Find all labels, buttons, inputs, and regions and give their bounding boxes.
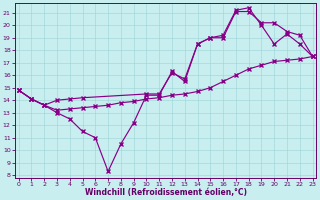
X-axis label: Windchill (Refroidissement éolien,°C): Windchill (Refroidissement éolien,°C) — [84, 188, 247, 197]
